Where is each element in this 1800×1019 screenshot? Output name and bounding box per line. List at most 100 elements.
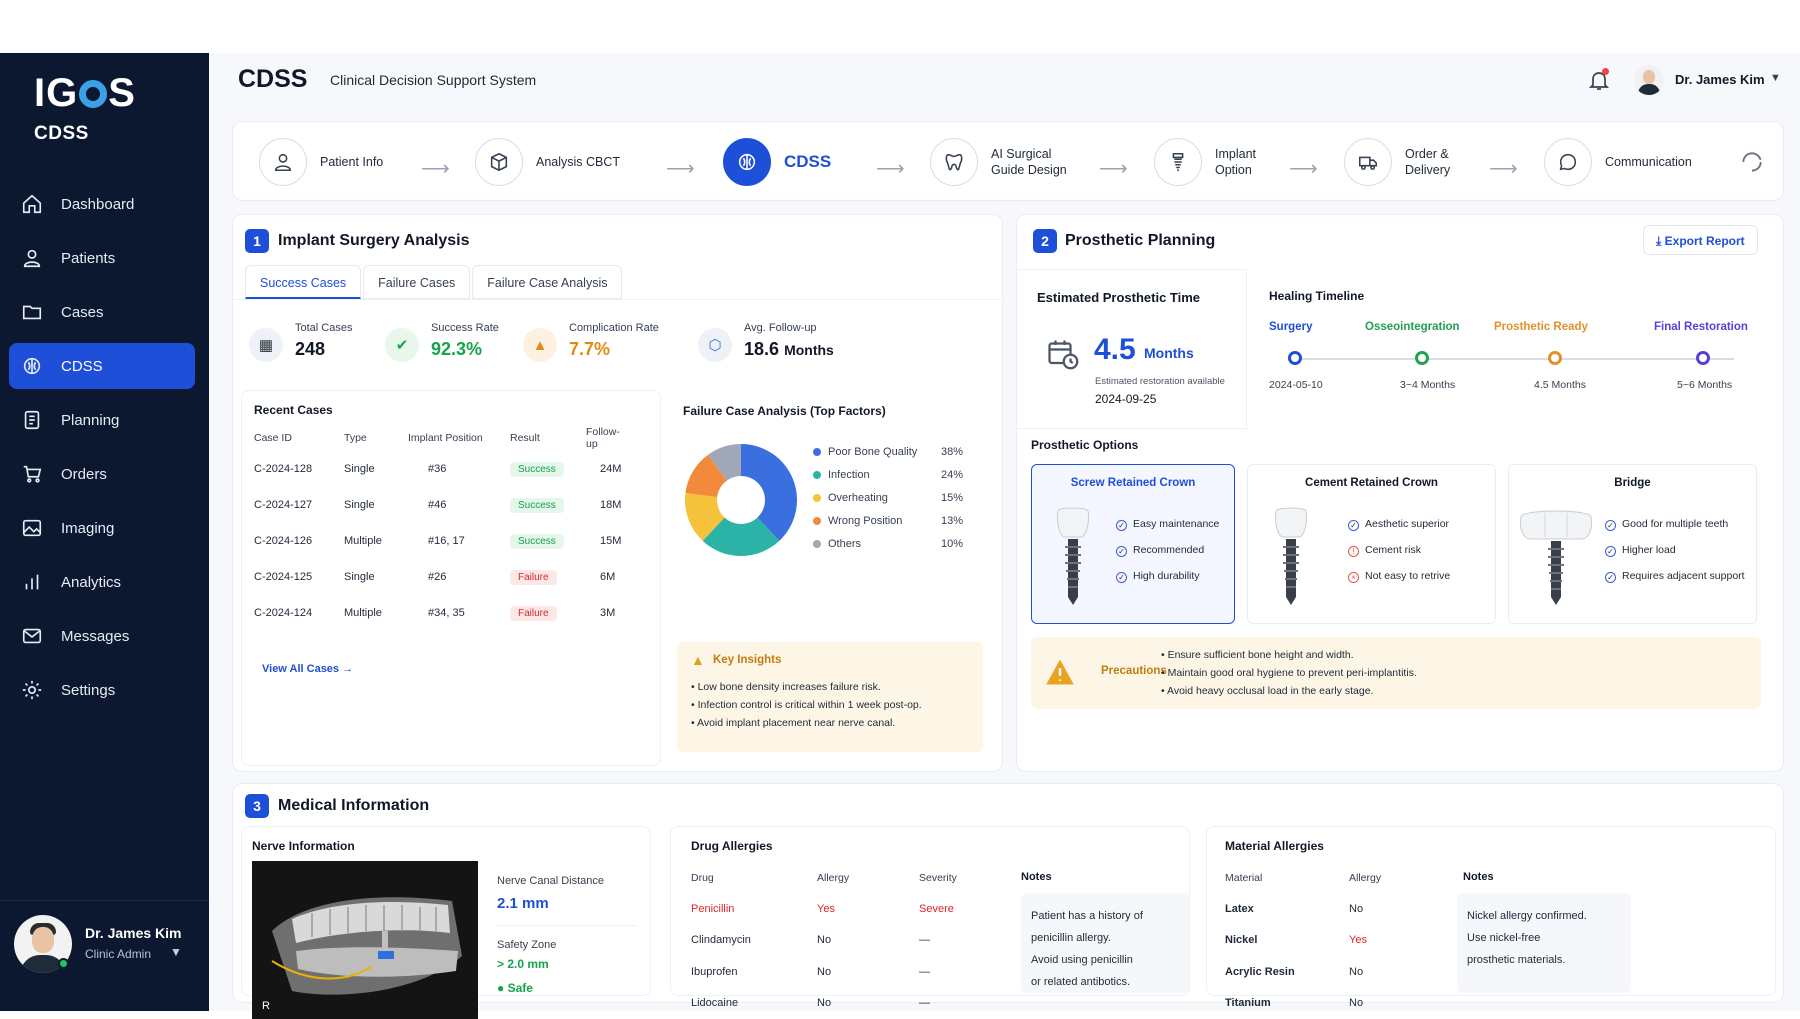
sidebar-item-messages[interactable]: Messages [9,613,195,659]
sidebar-item-label: CDSS [61,358,103,375]
estimated-time-panel: Estimated Prosthetic Time 4.5 Months Est… [1017,269,1247,429]
option-cement-retained-crown[interactable]: Cement Retained Crown ✓Aesthetic superio… [1247,464,1496,624]
tab-success-cases[interactable]: Success Cases [245,265,361,299]
prosthetic-planning-card: 2 Prosthetic Planning ⤓ Export Report Es… [1016,214,1784,772]
refresh-icon[interactable] [1739,149,1765,175]
implant-icon [1167,151,1189,173]
timeline-point [1288,351,1302,365]
recent-cases-panel: Recent Cases Case ID Type Implant Positi… [241,390,661,766]
image-orientation-label: R [262,1000,270,1012]
step-cdss[interactable]: CDSS [723,136,831,188]
status-badge: Failure [510,570,557,585]
bar-chart-icon [21,571,43,593]
check-circle-icon: ✓ [1348,520,1359,531]
x-circle-icon: × [1348,572,1359,583]
sidebar-item-label: Cases [61,304,104,321]
user-icon [272,151,294,173]
step-communication[interactable]: Communication [1544,136,1692,188]
notification-dot [1602,68,1609,75]
header-user-name[interactable]: Dr. James Kim [1675,72,1765,87]
table-row[interactable]: C-2024-128 Single #36 Success 24M [250,451,630,487]
arrow-right-icon: ⟶ [1289,156,1318,181]
medical-information-card: 3 Medical Information Nerve Information … [232,783,1784,1003]
image-icon [21,517,43,539]
option-screw-retained-crown[interactable]: Screw Retained Crown ✓Easy maintenance ✓… [1031,464,1235,624]
tab-failure-cases[interactable]: Failure Cases [363,265,470,299]
sidebar-item-label: Analytics [61,574,121,591]
table-row[interactable]: C-2024-124 Multiple #34, 35 Failure 3M [250,595,630,631]
table-row[interactable]: C-2024-127 Single #46 Success 18M [250,487,630,523]
nerve-information-panel: Nerve Information R Nerve Canal Distance… [241,826,651,996]
key-insights-list: • Low bone density increases failure ris… [691,678,922,732]
warning-icon: ▲ [691,652,705,668]
check-circle-icon: ✓ [1116,572,1127,583]
avatar[interactable] [1634,65,1664,95]
brain-icon [736,151,758,173]
warning-icon [1045,658,1075,686]
view-all-cases-link[interactable]: View All Cases → [262,663,353,675]
check-circle-icon: ✓ [1116,520,1127,531]
table-row[interactable]: C-2024-126 Multiple #16, 17 Success 15M [250,523,630,559]
step-label: Analysis CBCT [536,154,620,170]
step-analysis-cbct[interactable]: Analysis CBCT [475,136,620,188]
truck-icon [1357,151,1379,173]
brand-sub: CDSS [34,123,89,145]
step-patient-info[interactable]: Patient Info [259,136,383,188]
online-status-dot [58,958,69,969]
stat-success-rate: ✔ Success Rate 92.3% [385,322,515,372]
sidebar-item-settings[interactable]: Settings [9,667,195,713]
chevron-down-icon[interactable]: ▼ [1770,72,1781,84]
arrow-right-icon: ⟶ [666,156,695,181]
arrow-right-icon: ⟶ [1489,156,1518,181]
sidebar-item-imaging[interactable]: Imaging [9,505,195,551]
sidebar-item-orders[interactable]: Orders [9,451,195,497]
section-title: Implant Surgery Analysis [278,232,469,250]
sidebar-item-cdss[interactable]: CDSS [9,343,195,389]
home-icon [21,193,43,215]
step-implant-option[interactable]: Implant Option [1154,136,1256,188]
cbct-jaw-image[interactable]: R [252,861,478,1019]
tab-failure-case-analysis[interactable]: Failure Case Analysis [472,265,622,299]
page-title: CDSS [238,65,307,94]
option-bridge[interactable]: Bridge ✓Good for multiple teeth ✓Higher … [1508,464,1757,624]
step-order-delivery[interactable]: Order & Delivery [1344,136,1450,188]
export-report-button[interactable]: ⤓ Export Report [1643,225,1758,255]
sidebar-user[interactable]: Dr. James Kim Clinic Admin ▼ [0,900,209,1010]
mail-icon [21,625,43,647]
table-row[interactable]: C-2024-125 Single #26 Failure 6M [250,559,630,595]
chevron-down-icon[interactable]: ▼ [170,945,182,959]
sidebar-item-analytics[interactable]: Analytics [9,559,195,605]
step-ai-surgical-guide[interactable]: AI Surgical Guide Design [930,136,1067,188]
recent-cases-table: Case ID Type Implant Position Result Fol… [250,425,630,631]
sidebar-item-patients[interactable]: Patients [9,235,195,281]
arrow-right-icon: ⟶ [421,156,450,181]
sidebar-item-cases[interactable]: Cases [9,289,195,335]
status-badge: Success [510,462,564,477]
step-label: AI Surgical Guide Design [991,146,1067,178]
bridge-icon [1519,507,1593,607]
planning-icon [21,409,43,431]
gear-icon [21,679,43,701]
sidebar-item-planning[interactable]: Planning [9,397,195,443]
est-note: Estimated restoration available [1095,376,1225,387]
section-number: 2 [1033,229,1057,253]
implant-surgery-analysis-card: 1 Implant Surgery Analysis Success Cases… [232,214,1003,772]
est-value: 4.5 [1094,333,1136,367]
sidebar-item-dashboard[interactable]: Dashboard [9,181,195,227]
notes-title: Notes [1463,871,1494,883]
drug-notes: Patient has a history of penicillin alle… [1021,893,1189,993]
status-badge: Success [510,534,564,549]
est-date: 2024-09-25 [1095,392,1156,406]
page-subtitle: Clinical Decision Support System [330,72,536,88]
sidebar-item-label: Planning [61,412,119,429]
